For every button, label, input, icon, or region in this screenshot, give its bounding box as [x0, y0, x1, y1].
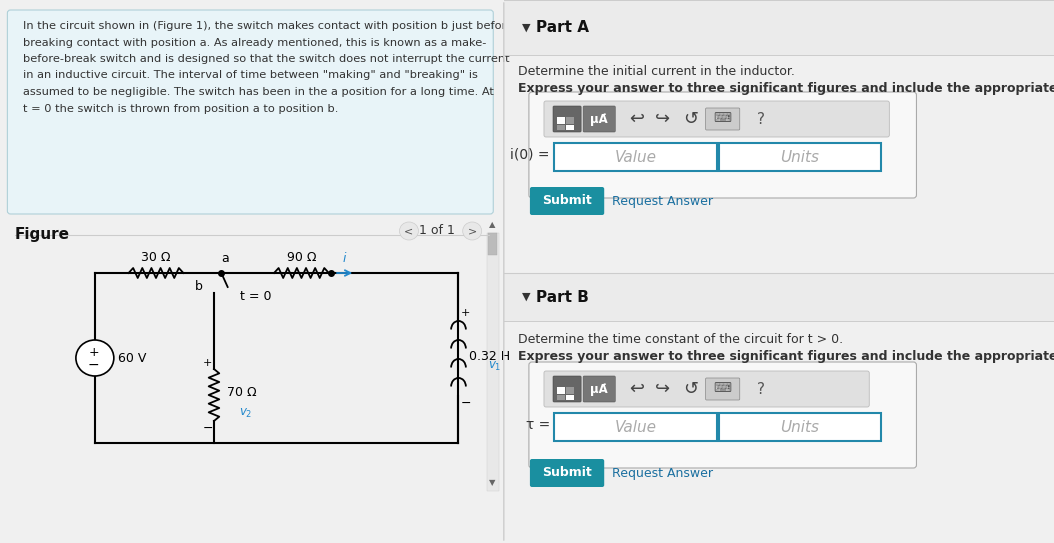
Text: τ =: τ =: [526, 418, 550, 432]
Text: $v_2$: $v_2$: [239, 407, 253, 420]
Text: Submit: Submit: [542, 194, 592, 207]
FancyBboxPatch shape: [529, 362, 916, 468]
FancyBboxPatch shape: [7, 10, 493, 214]
Text: ?: ?: [757, 382, 765, 396]
FancyBboxPatch shape: [705, 108, 740, 130]
Text: $v_1$: $v_1$: [488, 359, 502, 372]
Circle shape: [463, 222, 482, 240]
FancyBboxPatch shape: [554, 143, 717, 171]
Text: Express your answer to three significant figures and include the appropriate uni: Express your answer to three significant…: [518, 82, 1054, 95]
Text: ▼: ▼: [489, 478, 495, 488]
Text: ⌨: ⌨: [714, 112, 731, 125]
FancyBboxPatch shape: [554, 413, 717, 441]
Text: before-break switch and is designed so that the switch does not interrupt the cu: before-break switch and is designed so t…: [23, 54, 510, 64]
FancyBboxPatch shape: [504, 0, 1054, 55]
FancyBboxPatch shape: [557, 125, 565, 130]
Text: Express your answer to three significant figures and include the appropriate uni: Express your answer to three significant…: [518, 350, 1054, 363]
Circle shape: [76, 340, 114, 376]
FancyBboxPatch shape: [553, 376, 581, 402]
Text: 30 Ω: 30 Ω: [141, 251, 171, 264]
Text: Part A: Part A: [535, 21, 589, 35]
FancyBboxPatch shape: [557, 387, 565, 394]
Text: Request Answer: Request Answer: [612, 466, 714, 479]
Text: t = 0 the switch is thrown from position a to position b.: t = 0 the switch is thrown from position…: [23, 104, 338, 113]
Text: i: i: [343, 252, 347, 265]
Text: Units: Units: [781, 420, 820, 434]
Text: +: +: [203, 358, 212, 368]
FancyBboxPatch shape: [566, 395, 574, 400]
Text: Determine the time constant of the circuit for t > 0.: Determine the time constant of the circu…: [518, 333, 843, 346]
Text: b: b: [195, 281, 202, 294]
Text: 60 V: 60 V: [118, 351, 147, 364]
Text: In the circuit shown in (Figure 1), the switch makes contact with position b jus: In the circuit shown in (Figure 1), the …: [23, 21, 513, 31]
Text: μȦ: μȦ: [590, 112, 608, 125]
FancyBboxPatch shape: [566, 117, 574, 124]
Text: Units: Units: [781, 149, 820, 165]
Text: Submit: Submit: [542, 466, 592, 479]
FancyBboxPatch shape: [705, 378, 740, 400]
Text: −: −: [202, 422, 213, 435]
Text: breaking contact with position a. As already mentioned, this is known as a make-: breaking contact with position a. As alr…: [23, 37, 487, 47]
Text: ↩: ↩: [629, 110, 644, 128]
FancyBboxPatch shape: [553, 106, 581, 132]
FancyBboxPatch shape: [488, 233, 497, 255]
Text: ↺: ↺: [683, 380, 698, 398]
FancyBboxPatch shape: [544, 101, 890, 137]
Text: Figure: Figure: [15, 227, 70, 242]
Text: assumed to be negligible. The switch has been in the a position for a long time.: assumed to be negligible. The switch has…: [23, 87, 494, 97]
Text: ↪: ↪: [655, 380, 670, 398]
Text: a: a: [221, 252, 230, 265]
Text: i(0) =: i(0) =: [510, 148, 550, 162]
FancyBboxPatch shape: [566, 387, 574, 394]
FancyBboxPatch shape: [504, 273, 1054, 321]
Text: 70 Ω: 70 Ω: [227, 387, 256, 400]
Text: 0.32 H: 0.32 H: [469, 350, 510, 363]
Text: ↪: ↪: [655, 110, 670, 128]
FancyBboxPatch shape: [529, 92, 916, 198]
Text: ↩: ↩: [629, 380, 644, 398]
FancyBboxPatch shape: [566, 125, 574, 130]
Text: 1 of 1: 1 of 1: [419, 224, 455, 237]
Text: Request Answer: Request Answer: [612, 194, 714, 207]
Text: −: −: [461, 397, 471, 410]
Text: >: >: [468, 226, 476, 236]
Text: μȦ: μȦ: [590, 382, 608, 395]
Text: ▲: ▲: [489, 220, 495, 230]
FancyBboxPatch shape: [719, 413, 881, 441]
Text: ?: ?: [757, 111, 765, 127]
Text: Part B: Part B: [535, 289, 589, 305]
FancyBboxPatch shape: [557, 395, 565, 400]
Text: Determine the initial current in the inductor.: Determine the initial current in the ind…: [518, 65, 795, 78]
Text: ▼: ▼: [522, 23, 530, 33]
Text: Value: Value: [614, 420, 657, 434]
Text: ↺: ↺: [683, 110, 698, 128]
FancyBboxPatch shape: [583, 106, 616, 132]
FancyBboxPatch shape: [544, 371, 870, 407]
FancyBboxPatch shape: [557, 117, 565, 124]
FancyBboxPatch shape: [487, 233, 499, 491]
Text: Value: Value: [614, 149, 657, 165]
Text: t = 0: t = 0: [240, 291, 272, 304]
FancyBboxPatch shape: [530, 187, 604, 215]
Circle shape: [399, 222, 418, 240]
Text: +: +: [89, 345, 99, 358]
Text: <: <: [405, 226, 413, 236]
FancyBboxPatch shape: [583, 376, 616, 402]
Text: ⌨: ⌨: [714, 382, 731, 395]
Text: in an inductive circuit. The interval of time between "making" and "breaking" is: in an inductive circuit. The interval of…: [23, 71, 479, 80]
FancyBboxPatch shape: [719, 143, 881, 171]
FancyBboxPatch shape: [530, 459, 604, 487]
Text: −: −: [87, 358, 100, 372]
Text: ▼: ▼: [522, 292, 530, 302]
Text: 90 Ω: 90 Ω: [287, 251, 316, 264]
Text: +: +: [462, 308, 470, 318]
